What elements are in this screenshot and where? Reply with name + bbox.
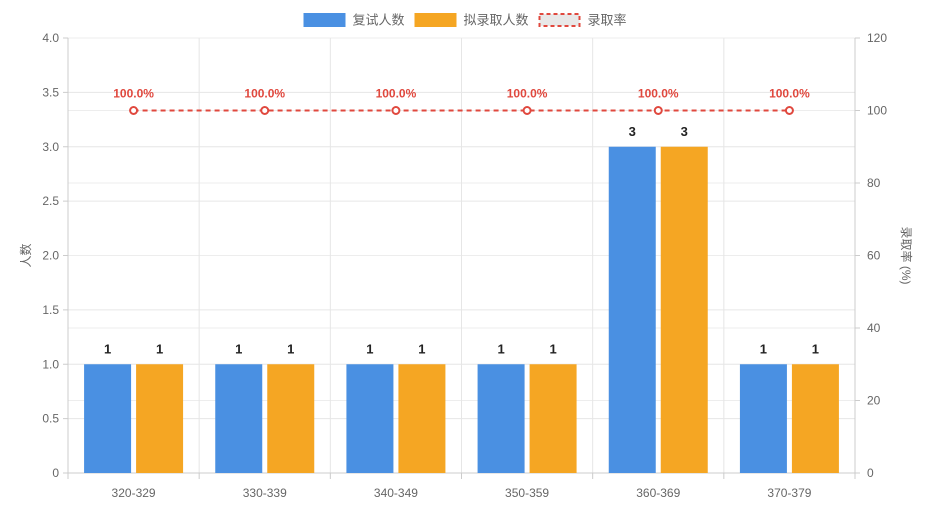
legend-swatch — [414, 13, 457, 27]
bar-value-label: 1 — [549, 341, 556, 356]
x-tick-label: 350-359 — [505, 486, 549, 500]
y-tick-label: 0 — [52, 466, 59, 480]
bar — [84, 364, 132, 473]
legend-item[interactable]: 录取率 — [538, 13, 627, 28]
rate-value-label: 100.0% — [507, 87, 548, 101]
bar-value-label: 1 — [156, 341, 163, 356]
legend-label: 复试人数 — [353, 13, 405, 28]
bar — [398, 364, 446, 473]
bar — [346, 364, 394, 473]
rate-point — [129, 106, 139, 115]
bar-value-label: 1 — [418, 341, 425, 356]
bar — [136, 364, 184, 473]
legend-label: 录取率 — [588, 13, 627, 28]
bar-value-label: 1 — [366, 341, 373, 356]
y-tick-label: 0.5 — [42, 412, 59, 426]
y2-tick-label: 60 — [867, 249, 881, 263]
y2-tick-label: 120 — [867, 31, 887, 45]
y-tick-label: 3.0 — [42, 140, 59, 154]
axes: 0 0.5 1.0 1.5 2.0 2.5 3.0 3.5 4.0 0 20 40 60 80 100 120… — [18, 31, 914, 500]
bar — [529, 364, 577, 473]
bar-value-label: 1 — [235, 341, 242, 356]
x-tick-label: 340-349 — [374, 486, 418, 500]
x-tick-label: 360-369 — [636, 486, 680, 500]
rate-line — [129, 106, 794, 115]
x-tick-label: 370-379 — [767, 486, 811, 500]
rate-point — [522, 106, 532, 115]
bar — [739, 364, 787, 473]
data-labels: 1 1 1 1 1 1 1 1 3 3 1 1 100.0% 100.0% 100.0% 100.0% 100.… — [104, 87, 819, 357]
legend-swatch — [303, 13, 346, 27]
x-tick-label: 330-339 — [243, 486, 287, 500]
rate-point — [653, 106, 663, 115]
bar — [608, 146, 656, 473]
bar-value-label: 1 — [497, 341, 504, 356]
rate-value-label: 100.0% — [769, 87, 810, 101]
legend-item[interactable]: 拟录取人数 — [414, 13, 529, 28]
y2-tick-label: 100 — [867, 104, 887, 118]
bar-value-label: 1 — [104, 341, 111, 356]
bar — [267, 364, 315, 473]
legend-label: 拟录取人数 — [464, 13, 529, 28]
rate-point — [260, 106, 270, 115]
x-tick-label: 320-329 — [112, 486, 156, 500]
y2-tick-label: 80 — [867, 176, 881, 190]
bar — [660, 146, 708, 473]
rate-value-label: 100.0% — [376, 87, 417, 101]
bar-value-label: 1 — [287, 341, 294, 356]
y2-axis-title: 录取率 (%) — [899, 227, 914, 285]
bars — [84, 146, 839, 473]
y-tick-label: 4.0 — [42, 31, 59, 45]
bar — [791, 364, 839, 473]
y2-tick-label: 0 — [867, 466, 874, 480]
rate-point — [784, 106, 794, 115]
rate-point — [391, 106, 401, 115]
y-tick-label: 1.0 — [42, 357, 59, 371]
y2-tick-label: 20 — [867, 394, 881, 408]
rate-value-label: 100.0% — [113, 87, 154, 101]
y-tick-label: 1.5 — [42, 303, 59, 317]
y-tick-label: 2.0 — [42, 249, 59, 263]
bar — [477, 364, 525, 473]
grid — [67, 37, 856, 474]
legend-item[interactable]: 复试人数 — [303, 13, 405, 28]
bar-value-label: 1 — [812, 341, 819, 356]
rate-value-label: 100.0% — [638, 87, 679, 101]
bar — [215, 364, 263, 473]
legend-swatch — [538, 13, 581, 27]
y-tick-label: 3.5 — [42, 85, 59, 99]
rate-value-label: 100.0% — [244, 87, 285, 101]
bar-value-label: 3 — [681, 124, 688, 139]
y-tick-label: 2.5 — [42, 194, 59, 208]
bar-value-label: 1 — [760, 341, 767, 356]
legend[interactable]: 复试人数 拟录取人数 录取率 — [303, 13, 627, 28]
y-axis-title: 人数 — [18, 243, 33, 267]
y2-tick-label: 40 — [867, 321, 881, 335]
bar-value-label: 3 — [629, 124, 636, 139]
